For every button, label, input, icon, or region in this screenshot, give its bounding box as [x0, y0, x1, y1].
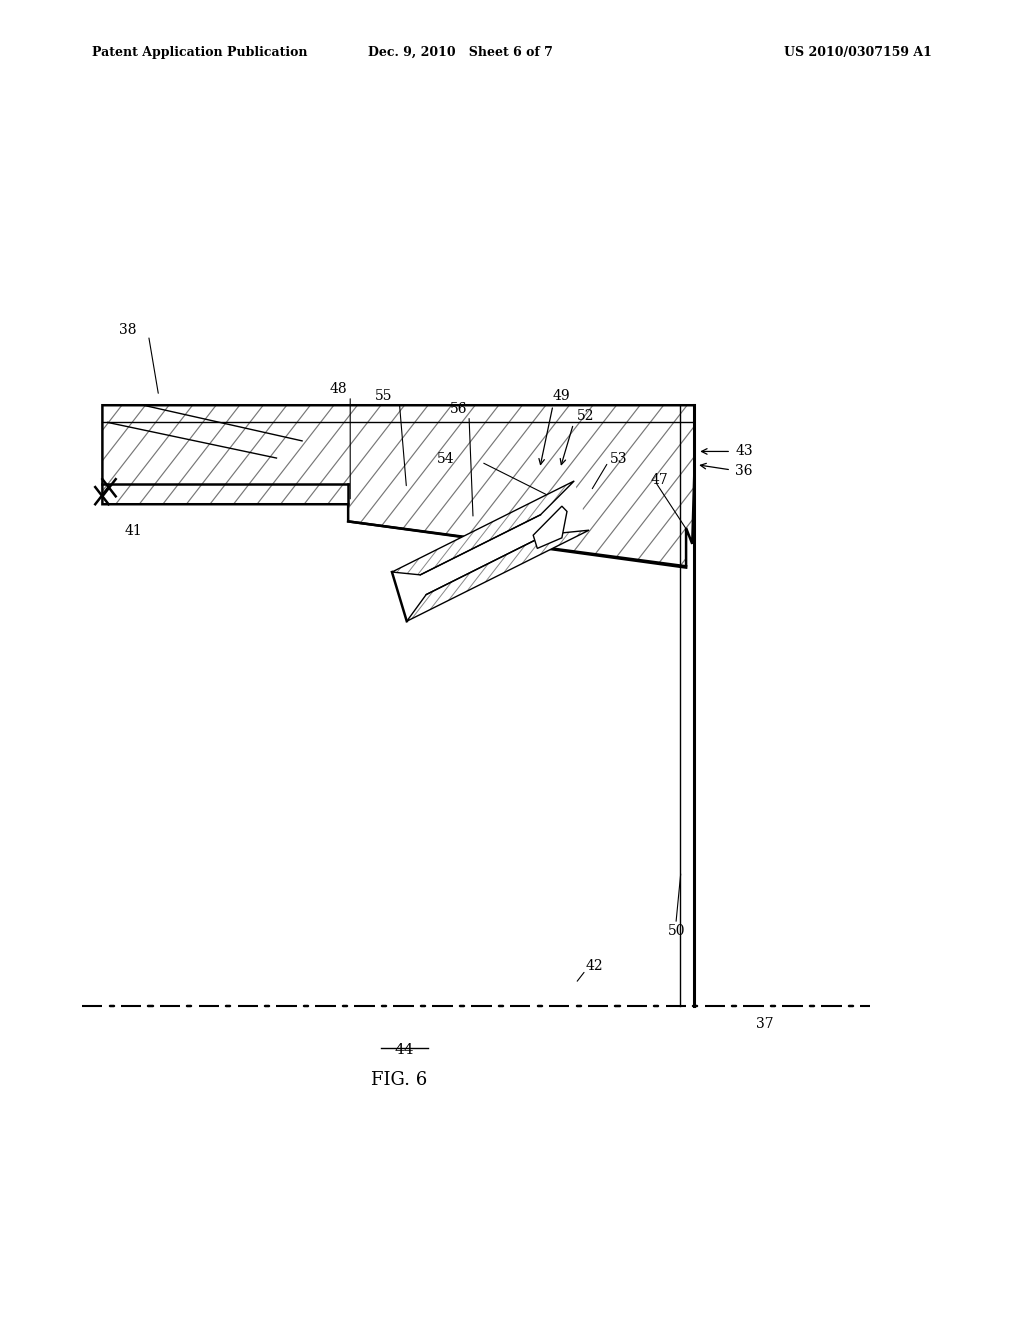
Polygon shape [102, 405, 694, 568]
Text: 50: 50 [668, 924, 685, 937]
Text: US 2010/0307159 A1: US 2010/0307159 A1 [784, 46, 932, 59]
Text: 44: 44 [394, 1043, 415, 1057]
Polygon shape [392, 480, 574, 576]
Text: 52: 52 [577, 409, 595, 422]
Text: 38: 38 [119, 323, 136, 337]
Text: 54: 54 [436, 453, 455, 466]
Text: 49: 49 [552, 389, 570, 403]
Polygon shape [534, 506, 567, 548]
Text: 37: 37 [756, 1018, 773, 1031]
Text: FIG. 6: FIG. 6 [372, 1071, 427, 1089]
Polygon shape [102, 405, 694, 568]
Text: 47: 47 [650, 474, 668, 487]
Text: 55: 55 [375, 389, 393, 403]
Polygon shape [407, 531, 589, 622]
Text: Dec. 9, 2010   Sheet 6 of 7: Dec. 9, 2010 Sheet 6 of 7 [369, 46, 553, 59]
Text: 42: 42 [585, 960, 603, 973]
Text: 56: 56 [450, 403, 468, 416]
Polygon shape [392, 480, 589, 622]
Text: 41: 41 [124, 524, 142, 537]
Text: 53: 53 [610, 453, 628, 466]
Text: Patent Application Publication: Patent Application Publication [92, 46, 307, 59]
Text: 48: 48 [329, 383, 347, 396]
Text: 43: 43 [735, 445, 753, 458]
Text: 36: 36 [735, 465, 753, 478]
